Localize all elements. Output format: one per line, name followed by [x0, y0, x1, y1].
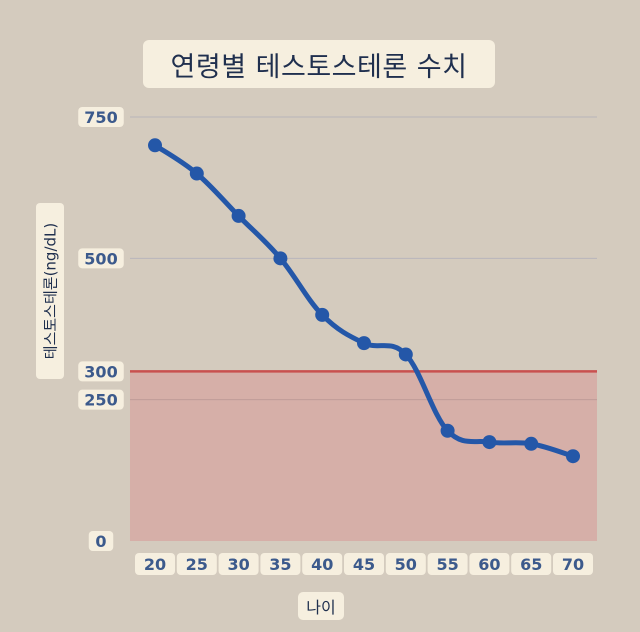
x-tick-box [176, 553, 217, 575]
x-tick-label: 45 [353, 555, 375, 574]
x-tick-box [511, 553, 552, 575]
x-tick-box [344, 553, 384, 575]
x-tick-box [302, 553, 343, 575]
x-tick-box [260, 553, 301, 575]
x-tick-box [135, 553, 175, 575]
y-tick-label: 500 [84, 249, 117, 268]
data-point [189, 166, 204, 181]
y-tick-box [78, 361, 124, 382]
x-axis-label-text: 나이 [306, 598, 336, 617]
data-point [566, 449, 580, 464]
x-tick-label: 65 [520, 555, 542, 574]
x-tick-label: 35 [269, 555, 291, 574]
x-tick-box [469, 553, 510, 575]
y-tick-box [78, 248, 124, 269]
y-tick-box [88, 531, 114, 551]
x-tick-box [427, 553, 468, 575]
y-axis-label: 테스토스테론(ng/dL) [41, 222, 60, 360]
data-point [315, 307, 330, 322]
data-point [524, 436, 539, 451]
data-point [357, 336, 371, 351]
chart-title-text: 연령별 테스토스테론 수치 [170, 51, 468, 83]
data-point [440, 423, 455, 438]
data-point [398, 347, 413, 362]
x-tick-label: 50 [395, 555, 417, 574]
data-point [148, 138, 162, 153]
y-tick-label: 300 [84, 362, 117, 381]
x-axis-label: 나이 [298, 592, 344, 620]
x-tick-box [218, 553, 259, 575]
data-point [273, 251, 288, 266]
y-tick-label: 0 [95, 532, 106, 551]
low-zone-area [130, 371, 597, 541]
x-tick-label: 40 [311, 555, 333, 574]
x-tick-label: 55 [436, 555, 458, 574]
y-tick-box [78, 389, 124, 410]
series-layer [148, 138, 580, 464]
data-point [231, 208, 246, 223]
y-tick-label: 750 [84, 108, 117, 127]
x-tick-label: 25 [186, 555, 208, 574]
data-point [482, 435, 497, 450]
gridlines [130, 116, 597, 401]
x-tick-box [553, 553, 593, 575]
low-zone [130, 370, 597, 541]
y-tick-label: 250 [84, 391, 117, 410]
x-axis-ticks: 20 25 30 35 40 45 50 55 60 65 70 [135, 553, 593, 575]
x-tick-label: 20 [144, 555, 166, 574]
y-axis-ticks: 0 250 300 500 750 [78, 107, 124, 551]
y-tick-box [78, 107, 124, 127]
x-tick-label: 60 [478, 555, 500, 574]
y-axis-label-box [36, 203, 64, 379]
x-tick-label: 30 [227, 555, 249, 574]
chart-title: 연령별 테스토스테론 수치 [143, 40, 495, 88]
x-tick-box [385, 553, 426, 575]
x-tick-label: 70 [562, 555, 584, 574]
